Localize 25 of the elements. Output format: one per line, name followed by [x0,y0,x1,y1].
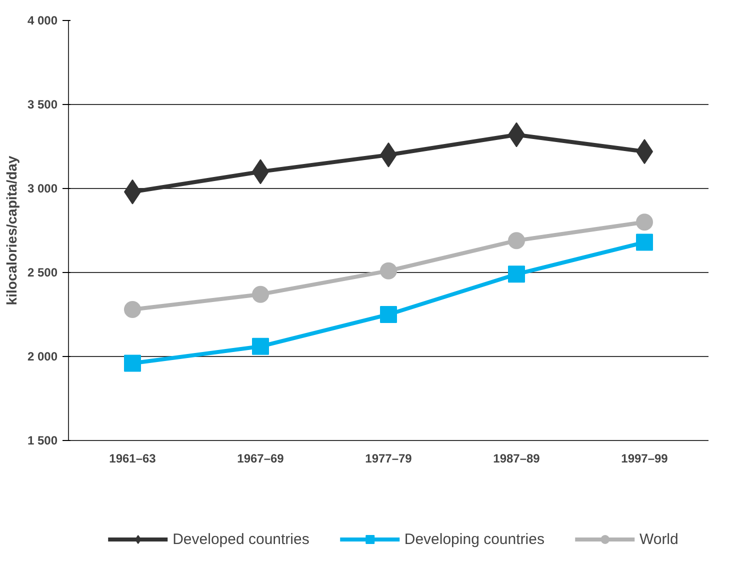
point [252,338,269,355]
x-tick-label: 1987–89 [493,452,540,466]
y-tick-label: 3 500 [27,98,58,112]
y-tick-label: 3 000 [27,182,58,196]
point [380,262,397,280]
y-tick-label: 2 000 [27,350,58,364]
point [508,232,525,250]
y-tick-label: 4 000 [27,14,58,28]
y-tick-label: 2 500 [27,266,58,280]
legend-label: Developed countries [172,530,310,548]
point [636,234,653,251]
legend-label: World [639,530,678,548]
x-tick-label: 1977–79 [365,452,412,466]
point [124,354,141,372]
point [380,306,397,323]
x-tick-label: 1997–99 [621,452,668,466]
legend-label: Developing countries [404,530,544,548]
point [508,266,525,283]
x-tick-label: 1967–69 [237,452,284,466]
point [124,300,141,318]
point [252,286,269,303]
x-tick-label: 1961–63 [109,452,156,466]
point [636,214,653,231]
y-tick-label: 1 500 [27,434,58,448]
y-axis-title: kilocalories/capita/day [3,156,20,306]
